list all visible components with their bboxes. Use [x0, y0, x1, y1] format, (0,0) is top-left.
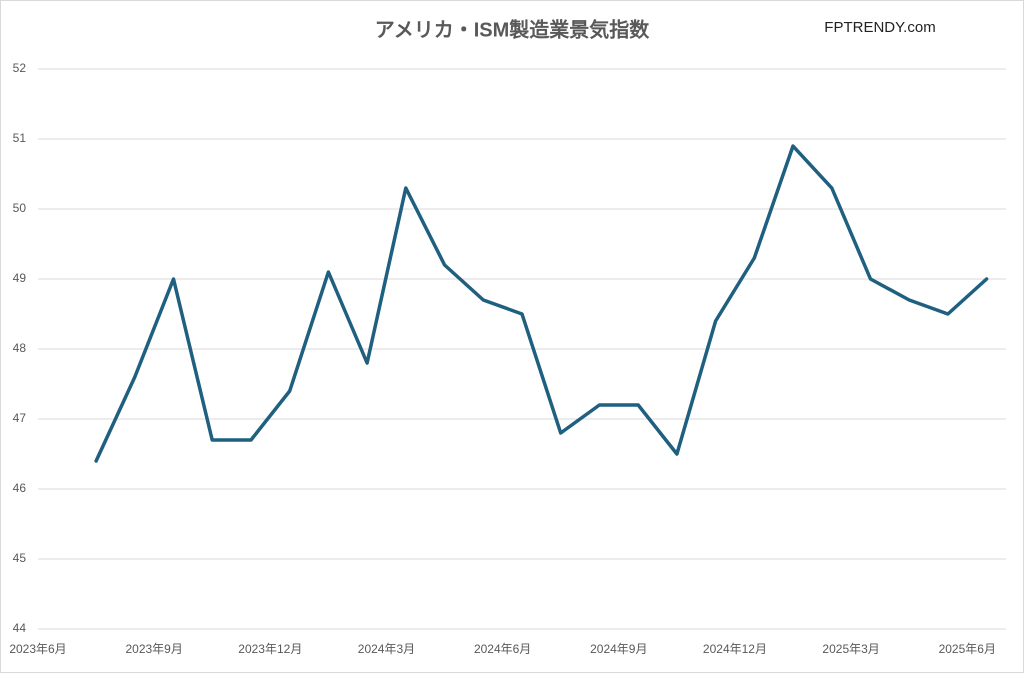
x-tick-label: 2024年9月 [590, 642, 647, 656]
chart-title: アメリカ・ISM製造業景気指数 [375, 17, 651, 41]
y-tick-label: 45 [13, 551, 27, 565]
x-tick-label: 2024年6月 [474, 642, 531, 656]
x-tick-label: 2023年6月 [9, 642, 66, 656]
y-tick-label: 47 [13, 411, 27, 425]
x-tick-label: 2023年9月 [125, 642, 182, 656]
x-tick-label: 2025年3月 [822, 642, 879, 656]
y-tick-label: 50 [13, 201, 27, 215]
y-tick-label: 44 [13, 621, 27, 635]
y-tick-label: 52 [13, 61, 27, 75]
y-tick-label: 49 [13, 271, 27, 285]
x-tick-label: 2023年12月 [238, 642, 302, 656]
annotation: FPTRENDY.com [824, 19, 935, 36]
x-tick-label: 2025年6月 [939, 642, 996, 656]
y-tick-label: 46 [13, 481, 27, 495]
x-tick-label: 2024年3月 [358, 642, 415, 656]
data-line [94, 144, 989, 463]
y-tick-label: 48 [13, 341, 27, 355]
y-tick-label: 51 [13, 131, 27, 145]
x-tick-label: 2024年12月 [703, 642, 767, 656]
